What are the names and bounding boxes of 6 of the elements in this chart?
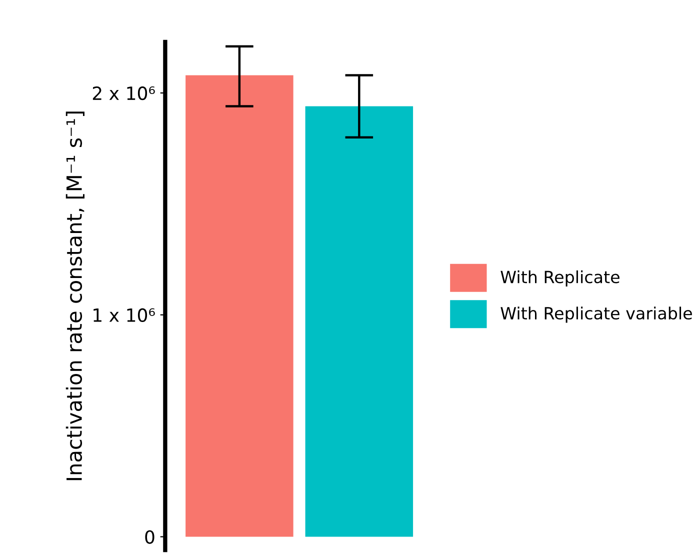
legend-label: With Replicate [500,270,620,287]
y-tick-label: 1 x 10⁶ [94,308,155,322]
legend-label: With Replicate variable [500,306,692,323]
y-tick-label: 0 [145,530,154,544]
y-axis-title: Inactivation rate constant, [M⁻¹ s⁻¹] [66,112,84,480]
y-tick-label: 2 x 10⁶ [92,86,155,100]
